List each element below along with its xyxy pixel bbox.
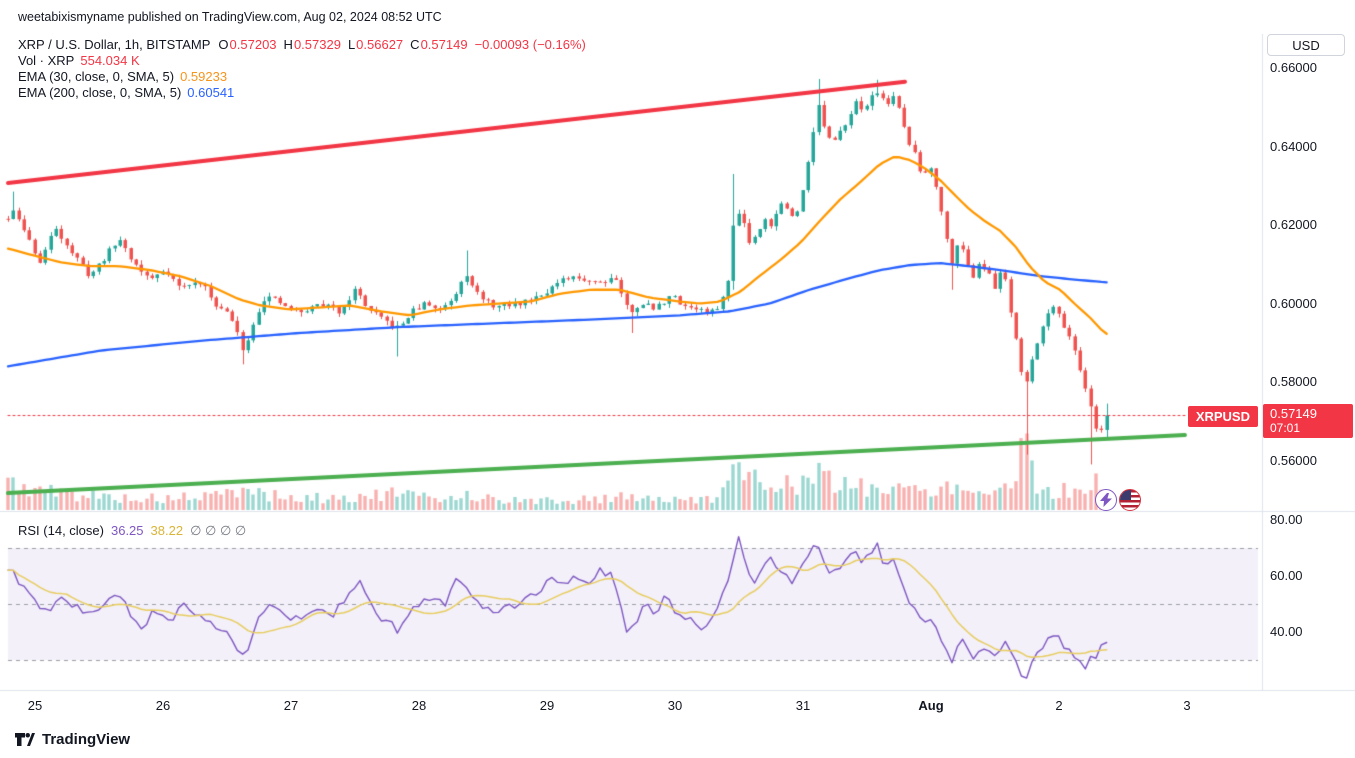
last-price-value: 0.57149: [1270, 406, 1317, 421]
price-axis-label: 0.58000: [1270, 374, 1317, 389]
time-axis-label: 28: [411, 698, 427, 713]
symbol-legend: XRP / U.S. Dollar, 1h, BITSTAMP O0.57203…: [18, 37, 586, 101]
ohlc-high: H0.57329: [283, 37, 341, 52]
symbol-title: XRP / U.S. Dollar, 1h, BITSTAMP: [18, 37, 211, 52]
time-axis-label: 25: [27, 698, 43, 713]
ohlc-open: O0.57203: [218, 37, 277, 52]
time-axis-label: 3: [1183, 698, 1191, 713]
time-axis-label: 29: [539, 698, 555, 713]
ema200-row[interactable]: EMA (200, close, 0, SMA, 5) 0.60541: [18, 85, 586, 101]
ohlc-row[interactable]: XRP / U.S. Dollar, 1h, BITSTAMP O0.57203…: [18, 37, 586, 53]
ohlc-change: −0.00093 (−0.16%): [474, 37, 586, 52]
time-axis-label: 26: [155, 698, 171, 713]
volume-row[interactable]: Vol · XRP 554.034 K: [18, 53, 586, 69]
ema30-value: 0.59233: [180, 69, 228, 84]
ema200-value: 0.60541: [187, 85, 235, 100]
price-axis-label: 0.60000: [1270, 295, 1317, 311]
ohlc-low: L0.56627: [347, 37, 404, 52]
tradingview-wordmark[interactable]: TradingView: [42, 731, 131, 748]
time-axis-label: 30: [667, 698, 683, 713]
currency-selector[interactable]: USD: [1267, 34, 1345, 56]
price-line-symbol-tag: XRPUSD: [1187, 406, 1258, 427]
time-axis-label: Aug: [918, 698, 944, 713]
attribution-text: weetabixismyname published on TradingVie…: [18, 10, 442, 24]
rsi-axis-label: 80.00: [1270, 512, 1303, 527]
tradingview-logo-icon[interactable]: [14, 732, 35, 747]
us-flag-icon[interactable]: [1119, 489, 1141, 511]
volume-value: 554.034 K: [80, 53, 140, 68]
ohlc-close: C0.57149: [410, 37, 468, 52]
ema30-label: EMA (30, close, 0, SMA, 5): [18, 69, 175, 84]
price-axis-label: 0.56000: [1270, 452, 1317, 468]
lightning-bolt-icon: [1100, 493, 1112, 507]
price-axis-label: 0.66000: [1270, 60, 1317, 75]
volume-label: Vol · XRP: [18, 53, 75, 68]
price-axis-label: 0.62000: [1270, 217, 1317, 232]
time-axis-label: 31: [795, 698, 811, 713]
rsi-label: RSI (14, close): [18, 523, 104, 538]
time-axis-label: 2: [1055, 698, 1063, 713]
ema30-row[interactable]: EMA (30, close, 0, SMA, 5) 0.59233: [18, 69, 586, 85]
rsi-empty-values: ∅ ∅ ∅ ∅: [190, 523, 247, 538]
countdown-timer: 07:01: [1270, 421, 1301, 435]
rsi-legend[interactable]: RSI (14, close) 36.25 38.22 ∅ ∅ ∅ ∅: [18, 523, 253, 539]
last-price-badge: 0.57149 07:01: [1263, 404, 1353, 438]
rsi-ma-value: 38.22: [150, 523, 184, 538]
flash-icon[interactable]: [1095, 489, 1117, 511]
ema200-label: EMA (200, close, 0, SMA, 5): [18, 85, 182, 100]
rsi-axis-label: 60.00: [1270, 568, 1303, 583]
time-axis-label: 27: [283, 698, 299, 713]
rsi-axis-label: 40.00: [1270, 624, 1303, 639]
attribution-bar: weetabixismyname published on TradingVie…: [0, 0, 1355, 34]
footer: TradingView: [14, 731, 130, 748]
price-axis-label: 0.64000: [1270, 138, 1317, 154]
rsi-value: 36.25: [110, 523, 144, 538]
